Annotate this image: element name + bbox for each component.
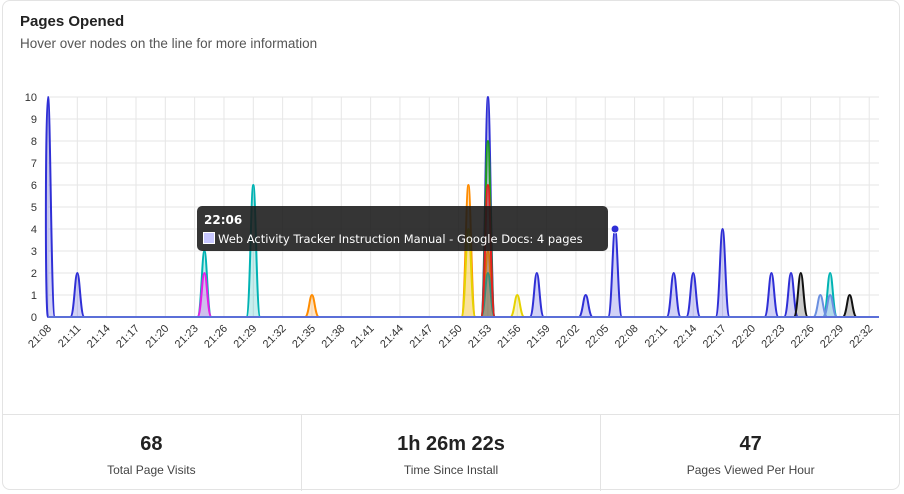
series-line <box>665 271 682 318</box>
stat-label: Time Since Install <box>403 463 499 477</box>
y-tick-label: 1 <box>31 290 37 302</box>
tooltip-row: Web Activity Tracker Instruction Manual … <box>203 232 583 246</box>
tooltip-label: Web Activity Tracker Instruction Manual … <box>218 232 583 246</box>
series-line <box>69 271 86 318</box>
stat-value: 47 <box>739 433 762 455</box>
y-tick-label: 10 <box>25 92 37 104</box>
stat-pages-per-hour: 47 Pages Viewed Per Hour <box>600 415 900 491</box>
series-line <box>479 183 496 318</box>
stat-value: 68 <box>140 433 163 455</box>
series-line <box>304 293 320 318</box>
stat-label: Pages Viewed Per Hour <box>686 463 815 477</box>
x-tick-label: 22:23 <box>759 323 787 351</box>
series-line <box>578 293 594 318</box>
chart-tooltip: 22:06 Web Activity Tracker Instruction M… <box>197 206 608 251</box>
x-tick-label: 22:14 <box>671 323 699 351</box>
x-tick-label: 21:26 <box>202 323 230 351</box>
stat-time-since-install: 1h 26m 22s Time Since Install <box>300 415 601 491</box>
x-tick-label: 22:17 <box>701 323 729 351</box>
x-tick-label: 21:50 <box>437 323 465 351</box>
x-tick-label: 21:32 <box>261 323 289 351</box>
chart-subtitle: Hover over nodes on the line for more in… <box>20 36 318 51</box>
y-tick-label: 3 <box>31 246 37 258</box>
stat-value: 1h 26m 22s <box>397 433 505 455</box>
x-tick-label: 21:23 <box>173 323 201 351</box>
series-line <box>44 95 56 318</box>
series-line <box>685 271 702 318</box>
y-tick-label: 8 <box>31 136 37 148</box>
y-tick-label: 9 <box>31 114 37 126</box>
x-tick-label: 21:14 <box>85 323 113 351</box>
x-tick-label: 21:11 <box>56 323 83 350</box>
x-tick-label: 21:47 <box>407 323 435 351</box>
hover-point <box>610 224 620 234</box>
x-tick-label: 21:20 <box>143 323 171 351</box>
x-tick-label: 22:20 <box>730 323 758 351</box>
y-tick-label: 2 <box>31 268 37 280</box>
series-line <box>714 227 731 318</box>
series-line <box>792 271 809 318</box>
y-tick-label: 6 <box>31 180 37 192</box>
x-tick-label: 22:05 <box>583 323 611 351</box>
x-tick-label: 21:59 <box>525 323 553 351</box>
series-line <box>245 183 262 318</box>
stat-label: Total Page Visits <box>107 463 196 477</box>
series-line <box>763 271 780 318</box>
x-tick-label: 22:32 <box>847 323 875 351</box>
series-line <box>509 293 525 318</box>
x-tick-label: 21:56 <box>495 323 523 351</box>
series-line <box>812 293 828 318</box>
x-tick-label: 21:53 <box>466 323 494 351</box>
x-tick-label: 22:11 <box>643 323 670 350</box>
series-line <box>842 293 858 318</box>
x-tick-label: 21:08 <box>26 323 54 351</box>
series-line <box>196 271 213 318</box>
stats-bar: 68 Total Page Visits 1h 26m 22s Time Sin… <box>2 414 900 491</box>
stat-total-page-visits: 68 Total Page Visits <box>2 415 301 491</box>
x-tick-label: 22:08 <box>613 323 641 351</box>
y-tick-label: 0 <box>31 312 37 324</box>
y-tick-label: 4 <box>31 224 37 236</box>
series-line <box>822 293 838 318</box>
series-line <box>479 271 496 318</box>
y-tick-label: 5 <box>31 202 37 214</box>
chart-title: Pages Opened <box>20 13 125 30</box>
series-line <box>528 271 545 318</box>
tooltip-time: 22:06 <box>204 213 243 227</box>
x-tick-label: 22:02 <box>554 323 582 351</box>
x-tick-label: 22:29 <box>818 323 846 351</box>
x-tick-label: 21:29 <box>231 323 259 351</box>
x-tick-label: 21:41 <box>349 323 377 351</box>
x-tick-label: 21:17 <box>114 323 142 351</box>
x-tick-label: 21:35 <box>290 323 318 351</box>
x-tick-label: 22:26 <box>789 323 817 351</box>
tooltip-swatch <box>203 232 215 244</box>
series-line <box>783 271 800 318</box>
x-tick-label: 21:44 <box>378 323 406 351</box>
x-tick-label: 21:38 <box>319 323 347 351</box>
y-tick-label: 7 <box>31 158 37 170</box>
